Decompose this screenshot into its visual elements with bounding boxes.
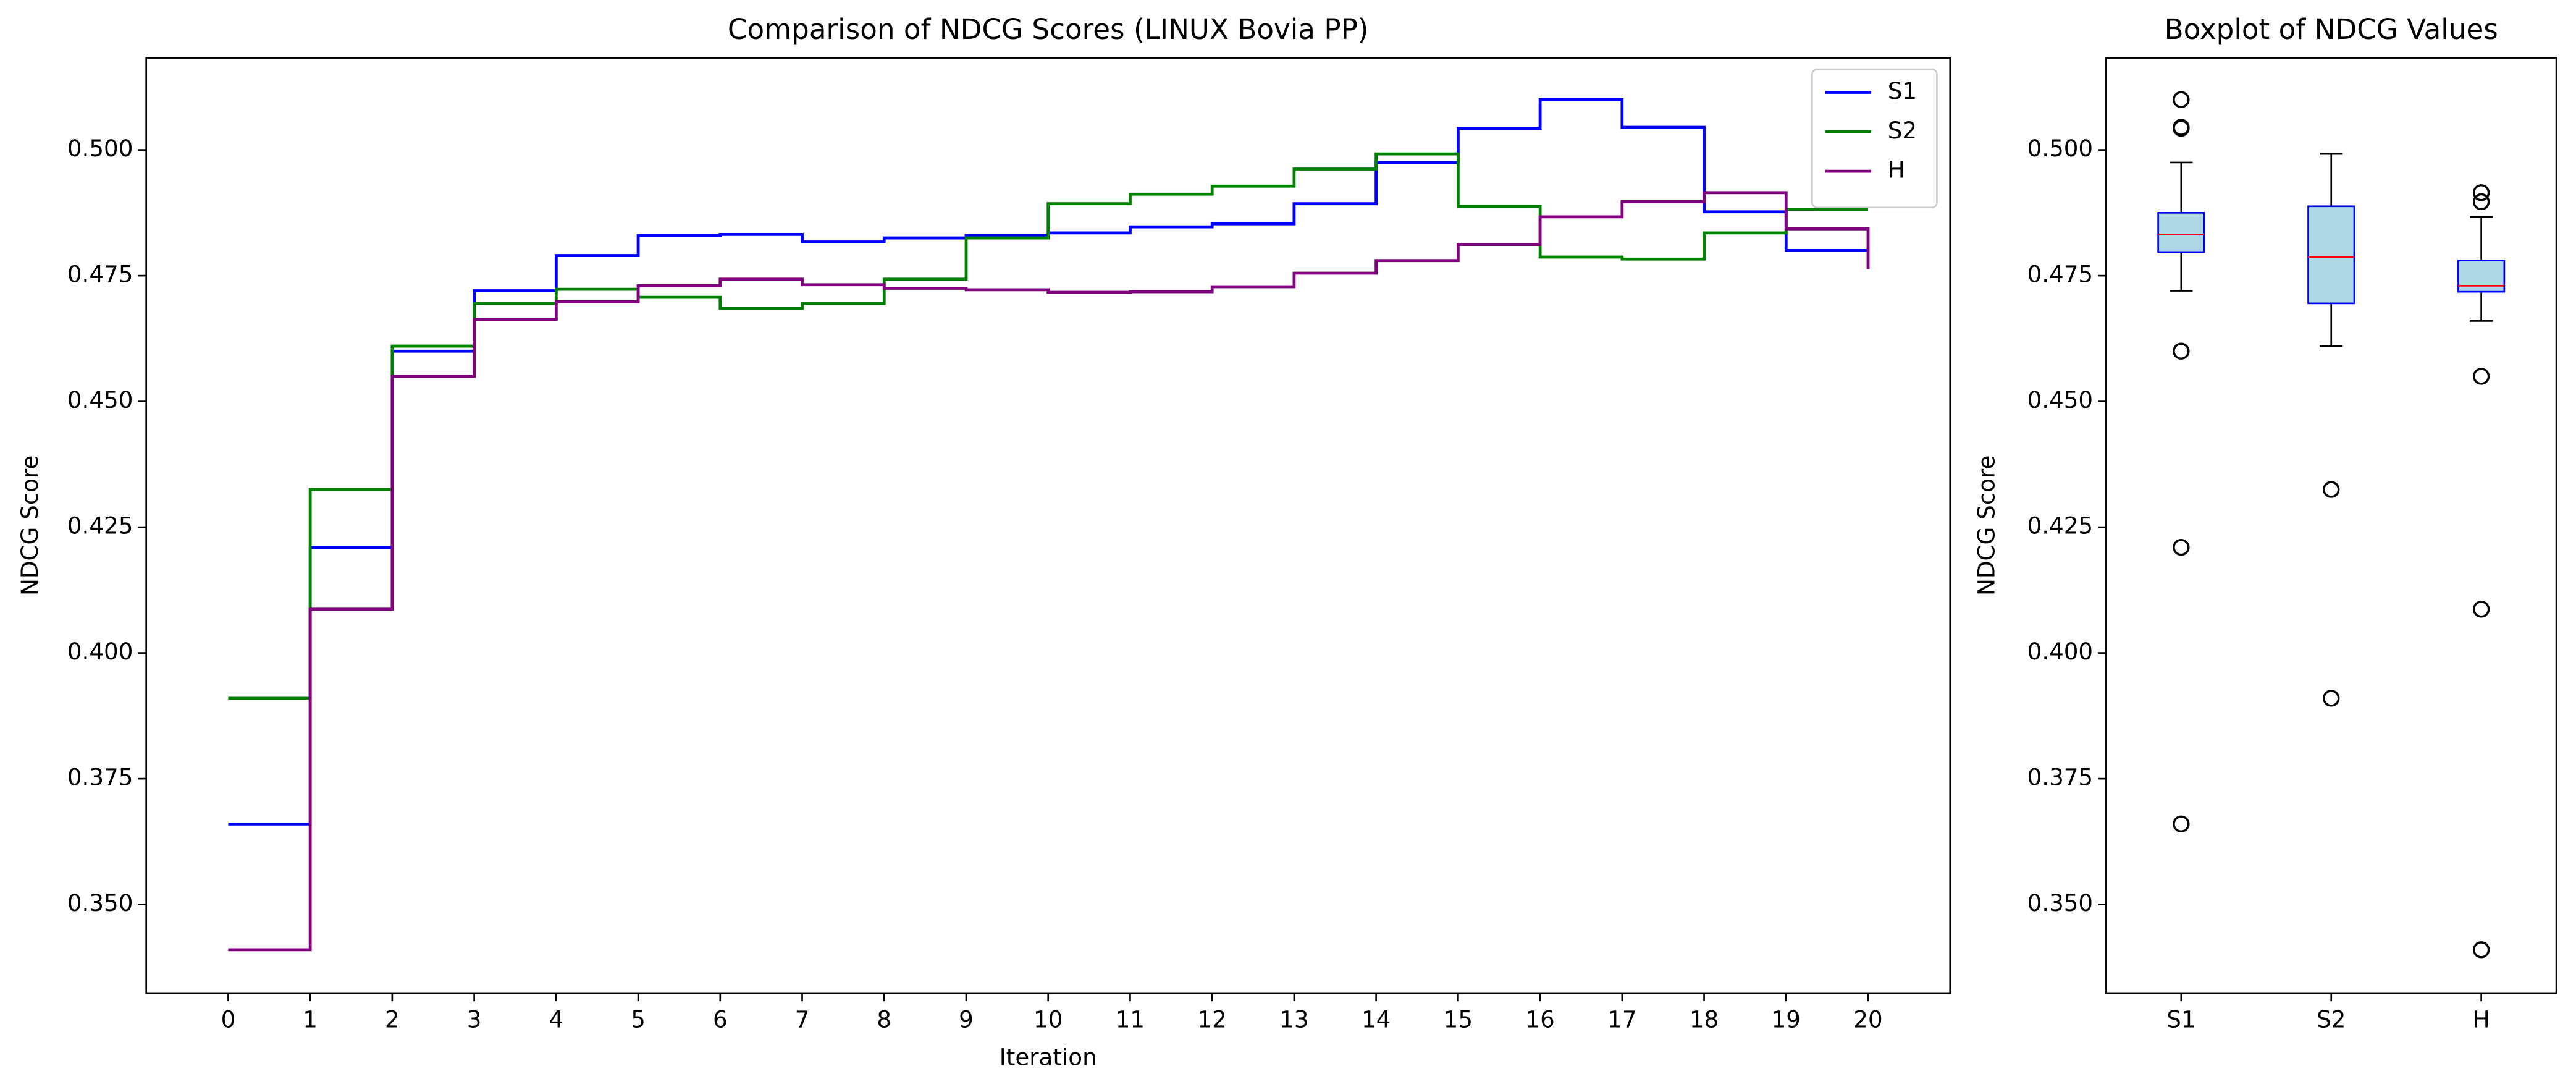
x-tick-label: 9 — [959, 1006, 974, 1033]
plot-frame — [2105, 57, 2557, 994]
outlier — [2173, 119, 2190, 137]
chart-title: Boxplot of NDCG Values — [2165, 13, 2498, 46]
y-tick-label: 0.400 — [2027, 638, 2094, 665]
x-tick-label: H — [2473, 1006, 2490, 1033]
y-tick-label: 0.350 — [67, 889, 133, 916]
x-tick-label: 11 — [1116, 1006, 1145, 1033]
y-tick-label: 0.475 — [2027, 261, 2094, 288]
legend-frame — [1811, 68, 1938, 208]
x-tick-label: 1 — [303, 1006, 318, 1033]
legend-label: S1 — [1888, 77, 1917, 104]
x-tick-label: 14 — [1362, 1006, 1391, 1033]
outlier — [2472, 368, 2490, 385]
outlier — [2472, 184, 2490, 201]
x-tick-label: S1 — [2166, 1006, 2195, 1033]
x-tick-label: 4 — [549, 1006, 563, 1033]
legend: S1 S2 H — [1811, 68, 1938, 208]
y-tick-label: 0.375 — [67, 764, 133, 791]
step-line — [228, 152, 1869, 700]
plot-frame — [145, 57, 1951, 994]
y-axis-label: NDCG Score — [16, 455, 43, 596]
x-axis-label: Iteration — [1000, 1044, 1097, 1071]
outlier — [2173, 342, 2190, 360]
x-tick-label: 18 — [1690, 1006, 1719, 1033]
legend-label: H — [1888, 156, 1905, 184]
legend-label: S2 — [1888, 117, 1917, 144]
x-tick-label: 3 — [467, 1006, 482, 1033]
x-tick-label: 17 — [1607, 1006, 1636, 1033]
x-tick-label: 12 — [1197, 1006, 1226, 1033]
y-tick-label: 0.400 — [67, 638, 133, 665]
outlier — [2323, 690, 2340, 707]
y-tick-label: 0.425 — [2027, 512, 2094, 540]
y-tick-label: 0.450 — [67, 386, 133, 413]
step-line — [228, 191, 1870, 952]
y-tick-label: 0.425 — [67, 512, 133, 540]
box — [2307, 205, 2355, 305]
x-tick-label: 19 — [1772, 1006, 1801, 1033]
outlier — [2472, 941, 2490, 959]
y-axis-label: NDCG Score — [1972, 455, 2000, 596]
x-tick-label: 20 — [1853, 1006, 1882, 1033]
outlier — [2173, 815, 2190, 833]
x-tick-label: S2 — [2317, 1006, 2346, 1033]
y-tick-label: 0.500 — [2027, 135, 2094, 162]
x-tick-label: 10 — [1033, 1006, 1063, 1033]
x-tick-label: 0 — [221, 1006, 236, 1033]
x-tick-label: 7 — [795, 1006, 810, 1033]
x-tick-label: 16 — [1525, 1006, 1554, 1033]
box — [2457, 260, 2506, 293]
y-tick-label: 0.475 — [67, 261, 133, 288]
x-tick-label: 15 — [1444, 1006, 1473, 1033]
x-tick-label: 13 — [1279, 1006, 1308, 1033]
box — [2157, 212, 2205, 253]
outlier — [2173, 91, 2190, 108]
outlier — [2323, 481, 2340, 498]
outlier — [2173, 538, 2190, 556]
x-tick-label: 5 — [631, 1006, 646, 1033]
y-tick-label: 0.450 — [2027, 386, 2094, 413]
y-tick-label: 0.350 — [2027, 889, 2094, 916]
y-tick-label: 0.375 — [2027, 764, 2094, 791]
x-tick-label: 8 — [877, 1006, 891, 1033]
chart-title: Comparison of NDCG Scores (LINUX Bovia P… — [728, 13, 1369, 46]
x-tick-label: 2 — [385, 1006, 400, 1033]
outlier — [2472, 601, 2490, 618]
outlier — [2472, 193, 2490, 211]
y-tick-label: 0.500 — [67, 135, 133, 162]
x-tick-label: 6 — [713, 1006, 728, 1033]
